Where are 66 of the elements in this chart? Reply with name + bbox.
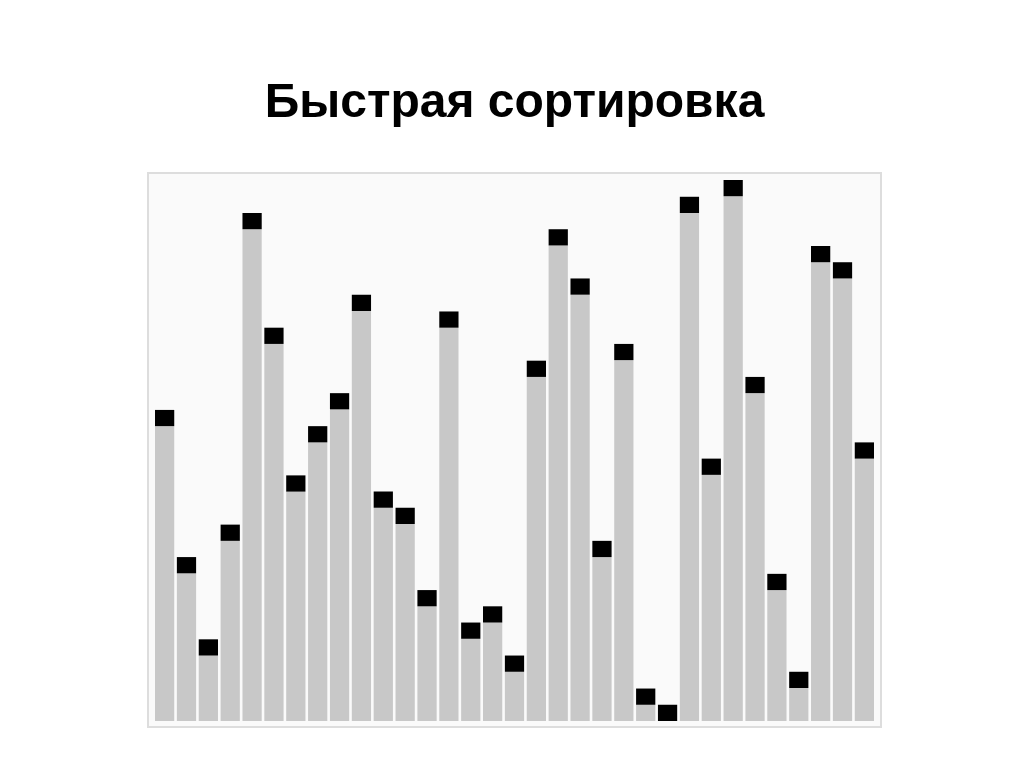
bar bbox=[767, 590, 787, 721]
bar bbox=[373, 491, 393, 508]
bar bbox=[504, 655, 525, 672]
bar bbox=[395, 524, 415, 721]
bar bbox=[745, 376, 765, 394]
bar bbox=[679, 196, 700, 213]
bar bbox=[351, 310, 372, 721]
bar bbox=[526, 376, 546, 721]
bar bbox=[220, 540, 240, 721]
bar bbox=[439, 327, 459, 721]
bar bbox=[811, 262, 831, 721]
bar bbox=[832, 262, 853, 279]
bar bbox=[264, 343, 284, 721]
bar bbox=[155, 409, 175, 427]
bar bbox=[329, 409, 350, 721]
bar bbox=[701, 474, 721, 721]
bar bbox=[723, 196, 743, 721]
bar bbox=[745, 393, 765, 721]
bar bbox=[483, 622, 503, 721]
bar bbox=[264, 327, 284, 344]
bar bbox=[417, 590, 437, 607]
bar bbox=[789, 671, 809, 688]
bar bbox=[614, 360, 634, 721]
bar bbox=[636, 688, 656, 705]
bar bbox=[351, 294, 372, 311]
bar bbox=[198, 639, 218, 656]
bar bbox=[570, 278, 590, 295]
bar bbox=[286, 475, 306, 492]
bar bbox=[176, 573, 197, 721]
bar bbox=[155, 426, 175, 721]
bar bbox=[767, 573, 787, 591]
bar bbox=[701, 458, 721, 475]
bar bbox=[242, 213, 262, 230]
bar bbox=[395, 507, 415, 525]
bar bbox=[679, 213, 700, 721]
bar bbox=[461, 638, 481, 721]
bar bbox=[657, 704, 678, 721]
bar bbox=[548, 245, 568, 721]
bar bbox=[242, 229, 262, 721]
bar bbox=[614, 343, 634, 361]
bar bbox=[723, 180, 743, 197]
bar bbox=[592, 540, 612, 558]
bar bbox=[570, 294, 590, 721]
bar bbox=[417, 606, 437, 721]
bar bbox=[789, 688, 809, 721]
bar bbox=[286, 491, 306, 721]
chart-title: Быстрая сортировка bbox=[264, 74, 765, 127]
bar bbox=[592, 557, 612, 721]
bar bbox=[636, 704, 656, 721]
bar bbox=[811, 246, 831, 263]
bar bbox=[526, 360, 546, 377]
bar bbox=[832, 278, 853, 721]
bar bbox=[220, 524, 240, 541]
bar bbox=[308, 442, 328, 721]
bar bbox=[483, 606, 503, 623]
bar bbox=[854, 442, 874, 459]
bar bbox=[198, 655, 218, 721]
bar bbox=[329, 393, 350, 410]
bar bbox=[461, 622, 481, 639]
bar bbox=[439, 311, 459, 328]
bar bbox=[504, 671, 525, 721]
bar bbox=[373, 507, 393, 721]
bar bbox=[854, 458, 874, 721]
bar bbox=[176, 557, 197, 574]
bar bbox=[548, 229, 568, 246]
bar bbox=[308, 426, 328, 443]
